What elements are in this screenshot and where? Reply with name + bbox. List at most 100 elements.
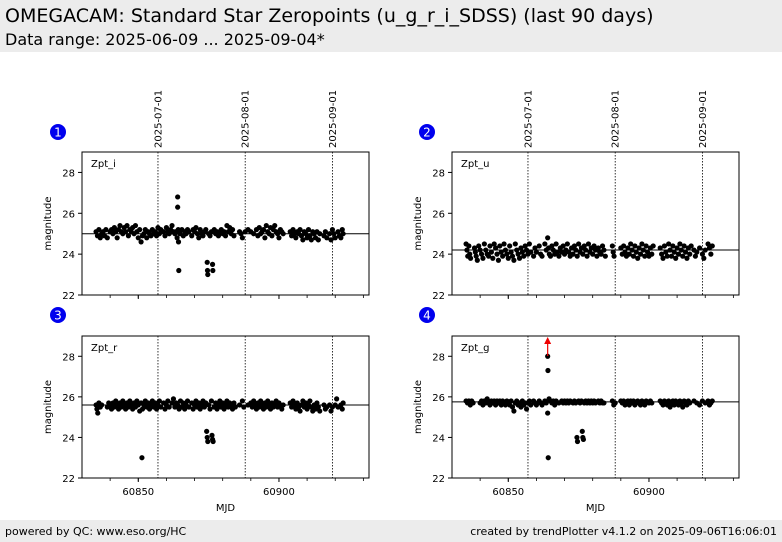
- panel-3-data-point: [279, 406, 285, 412]
- panel-2-data-point: [522, 243, 528, 249]
- panel-2-data-point: [705, 241, 711, 247]
- panel-1-data-point: [260, 227, 267, 233]
- panel-1-data-point: [210, 267, 216, 274]
- panel-1-data-point: [175, 239, 182, 245]
- panel-4-data-point: [526, 398, 532, 404]
- panel-1-data-point: [123, 229, 129, 235]
- panel-3-data-point: [231, 400, 237, 406]
- panel-2-data-point: [511, 257, 517, 263]
- panel-2-data-point: [474, 257, 480, 263]
- panel-1-data-point: [163, 224, 170, 231]
- panel-3-data-point: [162, 406, 168, 412]
- panel-2-data-point: [502, 247, 509, 253]
- panel-2-data-point: [628, 241, 634, 247]
- panel-2-number-badge-text: 2: [423, 126, 431, 140]
- panel-1-data-point: [317, 231, 323, 237]
- panel-4-data-point: [601, 400, 607, 406]
- panel-1-data-point: [132, 222, 139, 229]
- panel-2-data-point: [554, 249, 561, 255]
- panel-2-data-point: [661, 243, 668, 249]
- panel-2-data-point: [483, 247, 489, 253]
- panel-2-data-point: [664, 253, 670, 259]
- panel-2-data-point: [514, 247, 520, 253]
- panel-1-data-point: [303, 231, 309, 237]
- panel-3-data-point: [95, 410, 101, 416]
- panel-2-data-point: [639, 241, 645, 247]
- panel-2-parameter-label: Zpt_u: [461, 159, 489, 170]
- panel-3-data-point: [197, 406, 203, 412]
- panel-2-data-point: [692, 253, 698, 259]
- panel-2-data-point: [560, 243, 566, 249]
- panel-2-data-point: [694, 249, 700, 255]
- panel-2-data-point: [644, 249, 651, 255]
- panel-3-data-point: [113, 398, 119, 404]
- panel-4-xtick-label: 60900: [633, 487, 665, 498]
- panel-2-data-point: [681, 243, 687, 249]
- panel-1-ytick-label: 22: [62, 291, 75, 302]
- panel-4-xlabel: MJD: [586, 503, 606, 514]
- panel-4-data-point: [709, 398, 715, 404]
- panel-2-data-point: [650, 243, 656, 249]
- panel-1-date-marker-label: 2025-07-01: [153, 90, 164, 148]
- panel-2-data-point: [657, 245, 663, 251]
- panel-2-data-point: [678, 247, 684, 253]
- panel-4-data-point: [543, 400, 549, 406]
- panel-2-data-point: [530, 253, 537, 259]
- panel-3-data-point: [170, 396, 177, 402]
- panel-4-data-point: [680, 404, 686, 410]
- panel-1-data-point: [293, 235, 299, 241]
- panel-2-data-point: [677, 241, 683, 247]
- panel-2-data-point: [602, 253, 608, 259]
- panel-1-data-point: [239, 235, 245, 241]
- panel-1-data-point: [97, 235, 103, 241]
- panel-3-data-point: [241, 404, 247, 410]
- panel-2-data-point: [625, 245, 631, 251]
- panel-2-data-point: [487, 243, 493, 249]
- panel-3-data-point: [290, 398, 296, 404]
- panel-4-ylabel: magnitude: [413, 380, 424, 434]
- panel-1-ytick-label: 24: [62, 250, 75, 261]
- panel-4-ytick-label: 26: [432, 393, 445, 404]
- panel-1-data-point: [276, 235, 282, 241]
- panel-1-data-point: [111, 224, 117, 231]
- panel-1-ytick-label: 26: [62, 209, 75, 220]
- panel-4-parameter-label: Zpt_g: [461, 343, 489, 354]
- panel-1-data-point: [256, 224, 262, 231]
- panel-3-data-point: [201, 404, 207, 410]
- panel-2-data-point: [660, 255, 666, 261]
- panel-2-data-point: [595, 245, 601, 251]
- panel-3-ytick-label: 28: [62, 352, 75, 363]
- panel-2-data-point: [491, 241, 497, 247]
- panel-1-data-point: [339, 227, 345, 233]
- panel-1-data-point: [305, 227, 312, 233]
- panel-1-group: 2025-07-01 2025-08-01 2025-09-01 22 24 26 28 ma…: [43, 90, 370, 302]
- panel-2-data-point: [701, 255, 707, 261]
- panel-4-data-point: [508, 398, 514, 404]
- panel-4-data-point: [523, 406, 530, 412]
- panel-2-ylabel: magnitude: [413, 196, 424, 250]
- panel-1-data-point: [174, 235, 180, 241]
- data-range-subtitle: Data range: 2025-06-09 ... 2025-09-04*: [5, 30, 325, 49]
- panel-4-data-point: [580, 436, 587, 443]
- panel-1-data-point: [189, 233, 195, 239]
- panel-4-data-point: [552, 402, 558, 408]
- panel-2-data-point: [471, 245, 478, 251]
- panel-1-data-point: [328, 237, 334, 243]
- panel-4-data-point: [649, 400, 655, 406]
- panel-3-data-point: [190, 406, 196, 412]
- panel-2-group: 2025-07-01 2025-08-01 2025-09-01 22 24 26 28 ma…: [413, 90, 740, 302]
- panel-2-data-point: [576, 241, 582, 247]
- panel-1-data-point: [124, 222, 130, 229]
- panel-1-data-point: [200, 233, 206, 239]
- panel-1-data-point: [156, 231, 162, 237]
- panel-1-data-point: [166, 231, 172, 237]
- panel-1-data-point: [329, 227, 336, 233]
- panel-2-data-point: [501, 241, 507, 247]
- panel-3-data-point: [146, 406, 153, 412]
- panel-3-ytick-label: 22: [62, 474, 75, 485]
- panel-2-number-badge: [419, 124, 435, 140]
- panel-2-data-point: [682, 249, 689, 255]
- panel-2-data-point: [633, 249, 639, 255]
- panel-2-data-point: [494, 251, 500, 257]
